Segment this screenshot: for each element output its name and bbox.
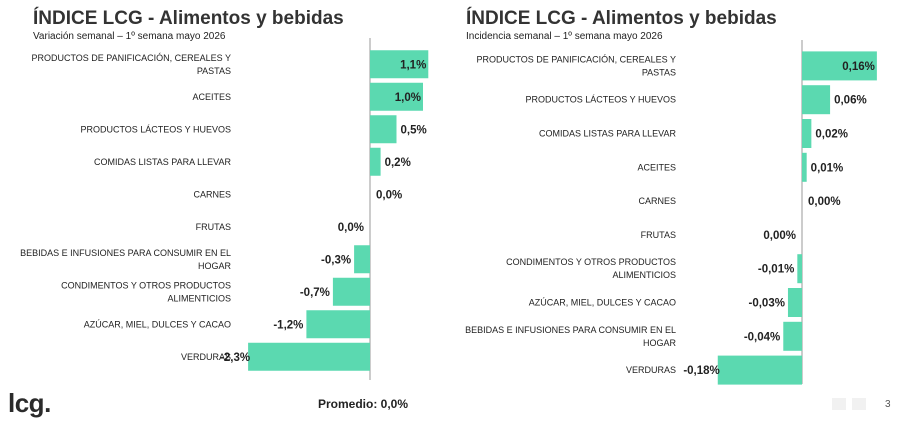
bar-chart-variacion: PRODUCTOS DE PANIFICACIÓN, CEREALES Y PAS… — [20, 38, 429, 380]
value-label: 0,06% — [834, 95, 867, 107]
bar-1 — [370, 50, 429, 79]
bar-chart-incidencia: PRODUCTOS DE PANIFICACIÓN, CEREALES Y PAS… — [465, 40, 877, 385]
bar-10 — [717, 355, 802, 385]
category-label: CONDIMENTOS Y OTROS PRODUCTOS ALIMENTICIO… — [61, 280, 231, 303]
bar-4 — [802, 152, 807, 182]
nav-icon — [852, 398, 866, 410]
page-number: 3 — [885, 399, 891, 410]
category-label: PRODUCTOS DE PANIFICACIÓN, CEREALES Y PAS… — [31, 53, 231, 76]
bar-4 — [370, 147, 381, 176]
value-label: 1,0% — [395, 92, 421, 104]
category-label: PRODUCTOS DE PANIFICACIÓN, CEREALES Y PAS… — [476, 54, 676, 77]
value-label: -0,01% — [758, 264, 794, 276]
chart-subtitle: Incidencia semanal – 1º semana mayo 2026 — [466, 31, 663, 42]
category-label: COMIDAS LISTAS PARA LLEVAR — [539, 129, 677, 139]
category-label: CONDIMENTOS Y OTROS PRODUCTOS ALIMENTICIO… — [506, 257, 676, 280]
category-label: BEBIDAS E INFUSIONES PARA CONSUMIR EN EL… — [465, 325, 676, 348]
category-label: PRODUCTOS LÁCTEOS Y HUEVOS — [525, 95, 676, 105]
bar-2 — [370, 82, 423, 111]
bar-1 — [802, 51, 877, 81]
value-label: 0,0% — [338, 222, 364, 234]
category-label: VERDURAS — [181, 352, 231, 362]
value-label: 0,02% — [815, 129, 848, 141]
bar-3 — [802, 119, 812, 148]
value-label: -0,3% — [321, 254, 351, 266]
category-label: AZÚCAR, MIEL, DULCES Y CACAO — [529, 298, 676, 308]
bar-9 — [306, 310, 370, 339]
average-label: Promedio: 0,0% — [318, 397, 409, 411]
category-label: ACEITES — [637, 162, 676, 172]
category-label: FRUTAS — [196, 222, 231, 232]
bar-10 — [248, 342, 370, 371]
chart-panel-incidencia: ÍNDICE LCG - Alimentos y bebidas Inciden… — [450, 0, 900, 400]
category-label: AZÚCAR, MIEL, DULCES Y CACAO — [84, 319, 231, 329]
bar-7 — [354, 245, 370, 274]
value-label: 0,16% — [842, 61, 875, 73]
value-label: 0,2% — [385, 157, 411, 169]
value-label: -0,03% — [749, 298, 785, 310]
chart-subtitle: Variación semanal – 1º semana mayo 2026 — [33, 31, 226, 42]
value-label: -0,18% — [683, 365, 719, 377]
nav-icon — [832, 398, 846, 410]
value-label: 0,5% — [401, 124, 427, 136]
category-label: COMIDAS LISTAS PARA LLEVAR — [94, 157, 232, 167]
category-label: VERDURAS — [626, 365, 676, 375]
category-label: PRODUCTOS LÁCTEOS Y HUEVOS — [80, 124, 231, 134]
bar-2 — [802, 85, 831, 115]
bar-7 — [797, 254, 802, 284]
value-label: -2,3% — [220, 352, 250, 364]
category-label: FRUTAS — [641, 230, 676, 240]
chart-panel-variacion: ÍNDICE LCG - Alimentos y bebidas Variaci… — [0, 0, 450, 400]
lcg-logo: lcg. — [8, 388, 51, 418]
value-label: 0,0% — [376, 189, 402, 201]
value-label: -0,04% — [744, 331, 780, 343]
bar-8 — [787, 288, 802, 317]
value-label: 1,1% — [400, 59, 426, 71]
bar-9 — [783, 321, 802, 351]
value-label: -1,2% — [273, 319, 303, 331]
value-label: 0,01% — [811, 162, 844, 174]
category-label: BEBIDAS E INFUSIONES PARA CONSUMIR EN EL… — [20, 248, 231, 271]
chart-title: ÍNDICE LCG - Alimentos y bebidas — [466, 8, 777, 29]
value-label: 0,00% — [763, 230, 796, 242]
category-label: CARNES — [193, 189, 231, 199]
value-label: 0,00% — [808, 196, 841, 208]
bar-3 — [370, 115, 397, 144]
value-label: -0,7% — [300, 287, 330, 299]
bar-8 — [332, 277, 370, 306]
category-label: ACEITES — [192, 92, 231, 102]
category-label: CARNES — [638, 196, 676, 206]
chart-title: ÍNDICE LCG - Alimentos y bebidas — [33, 8, 344, 29]
